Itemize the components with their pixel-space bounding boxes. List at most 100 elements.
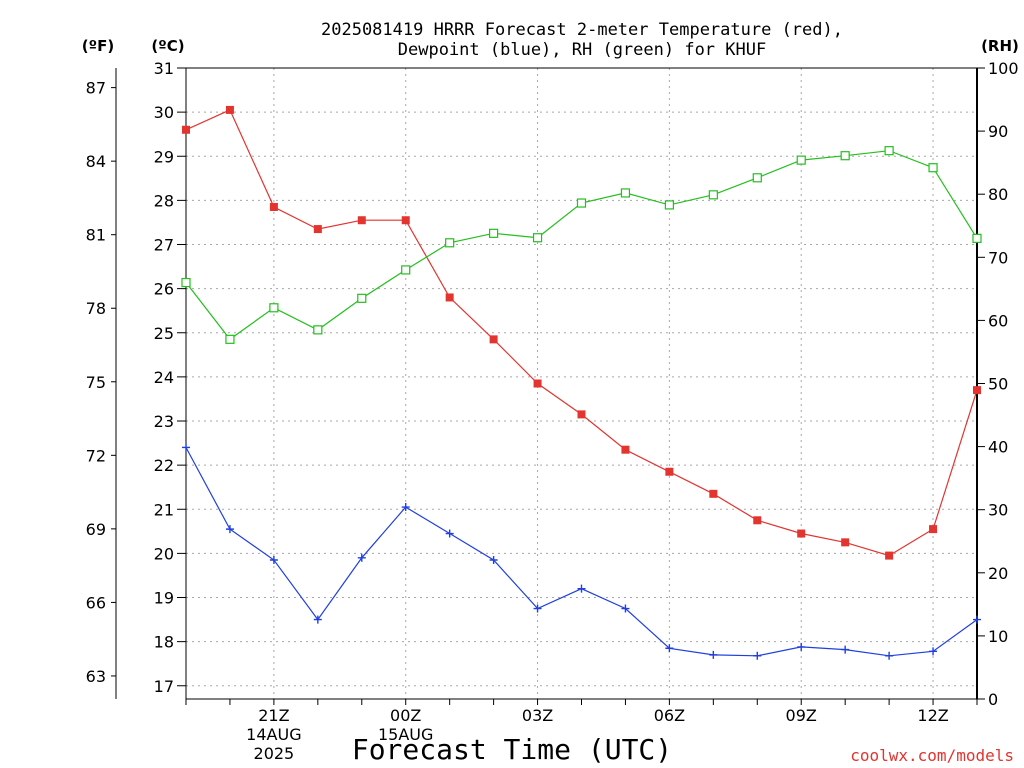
temperature-point	[577, 410, 586, 419]
celsius-tick-label: 22	[154, 456, 174, 475]
temperature-point	[929, 525, 938, 534]
celsius-tick-label: 31	[154, 59, 174, 78]
temperature-point	[665, 467, 674, 476]
rh-point	[884, 146, 894, 156]
temperature-point	[313, 225, 322, 234]
temperature-point	[973, 386, 981, 395]
rh-tick-label: 80	[988, 185, 1008, 204]
dewpoint-point	[225, 525, 234, 534]
fahrenheit-tick-label: 72	[86, 446, 106, 465]
rh-point	[796, 155, 806, 165]
rh-point	[664, 200, 674, 210]
dewpoint-point	[885, 651, 894, 660]
temperature-point	[182, 125, 190, 134]
rh-tick-label: 60	[988, 311, 1008, 330]
rh-point	[225, 334, 235, 344]
dewpoint-point	[182, 443, 190, 452]
series-layer	[181, 105, 982, 660]
temperature-point	[269, 202, 278, 211]
celsius-tick-label: 30	[154, 103, 174, 122]
dewpoint-point	[929, 647, 938, 656]
rh-tick-label: 10	[988, 627, 1008, 646]
rh-point	[928, 163, 938, 173]
temperature-point	[709, 489, 718, 498]
plot-frame	[185, 67, 978, 700]
chart-title-line-1: 2025081419 HRRR Forecast 2-meter Tempera…	[321, 20, 843, 40]
fahrenheit-tick-label: 78	[86, 299, 106, 318]
dewpoint-point	[709, 650, 718, 659]
x-tick-label: 12Z	[917, 706, 948, 725]
fahrenheit-tick-label: 66	[86, 593, 106, 612]
fahrenheit-tick-label: 63	[86, 667, 106, 686]
credit-text: coolwx.com/models	[850, 746, 1014, 765]
celsius-tick-label: 18	[154, 633, 174, 652]
dewpoint-point	[533, 604, 542, 613]
dewpoint-point	[357, 553, 366, 562]
axes: 17 18 19 20 21 22 23 24 25 26 27 28 29 30 31 63 66 69 72 75…	[86, 59, 1019, 763]
temperature-point	[797, 529, 806, 538]
rh-tick-label: 20	[988, 564, 1008, 583]
temperature-point	[445, 293, 454, 302]
rh-tick-label: 0	[988, 690, 998, 709]
dewpoint-point	[489, 556, 498, 565]
temperature-point	[225, 105, 234, 114]
dewpoint-point	[753, 651, 762, 660]
x-tick-label: 14AUG	[246, 725, 301, 744]
rh-tick-label: 50	[988, 375, 1008, 394]
celsius-tick-label: 28	[154, 191, 174, 210]
fahrenheit-tick-label: 81	[86, 226, 106, 245]
rh-point	[840, 151, 850, 161]
fahrenheit-tick-label: 87	[86, 79, 106, 98]
x-tick-label: 15AUG	[378, 725, 433, 744]
dewpoint-point	[621, 604, 630, 613]
rh-tick-label: 40	[988, 438, 1008, 457]
rh-tick-label: 100	[988, 59, 1019, 78]
rh-tick-label: 90	[988, 122, 1008, 141]
temperature-point	[841, 538, 850, 547]
fahrenheit-unit-label: (ºF)	[82, 37, 114, 55]
celsius-tick-label: 23	[154, 412, 174, 431]
dewpoint-point	[973, 615, 981, 624]
dewpoint-point	[797, 642, 806, 651]
temperature-point	[489, 335, 498, 344]
x-tick-label: 21Z	[258, 706, 289, 725]
celsius-tick-label: 27	[154, 236, 174, 255]
dewpoint-point	[665, 644, 674, 653]
rh-series	[181, 146, 982, 344]
fahrenheit-tick-label: 75	[86, 373, 106, 392]
dewpoint-point	[401, 503, 410, 512]
celsius-tick-label: 19	[154, 589, 174, 608]
rh-point	[576, 198, 587, 208]
celsius-unit-label: (ºC)	[151, 37, 184, 55]
celsius-tick-label: 21	[154, 500, 174, 519]
rh-point	[269, 303, 279, 313]
celsius-tick-label: 25	[154, 324, 174, 343]
x-tick-label: 00Z	[390, 706, 421, 725]
rh-point	[489, 228, 499, 238]
rh-tick-label: 30	[988, 501, 1008, 520]
dewpoint-point	[269, 556, 278, 565]
celsius-tick-label: 20	[154, 544, 174, 563]
dewpoint-point	[841, 645, 850, 654]
rh-point	[313, 325, 323, 335]
x-tick-label: 03Z	[522, 706, 553, 725]
x-axis-title: Forecast Time (UTC)	[352, 733, 672, 766]
grid-lines	[186, 67, 977, 699]
dewpoint-line	[185, 447, 978, 657]
rh-point	[357, 293, 367, 303]
rh-unit-label: (RH)	[981, 37, 1019, 55]
fahrenheit-tick-label: 84	[86, 152, 106, 171]
celsius-tick-label: 29	[154, 147, 174, 166]
x-tick-label: 09Z	[786, 706, 817, 725]
rh-point	[181, 277, 191, 288]
temperature-point	[753, 516, 762, 525]
chart-title-line-2: Dewpoint (blue), RH (green) for KHUF	[398, 40, 766, 60]
celsius-tick-label: 17	[154, 677, 174, 696]
dewpoint-point	[445, 529, 454, 538]
rh-point	[620, 188, 631, 198]
temperature-point	[621, 445, 630, 454]
rh-point	[445, 238, 455, 248]
celsius-tick-label: 24	[154, 368, 174, 387]
fahrenheit-tick-label: 69	[86, 520, 106, 539]
